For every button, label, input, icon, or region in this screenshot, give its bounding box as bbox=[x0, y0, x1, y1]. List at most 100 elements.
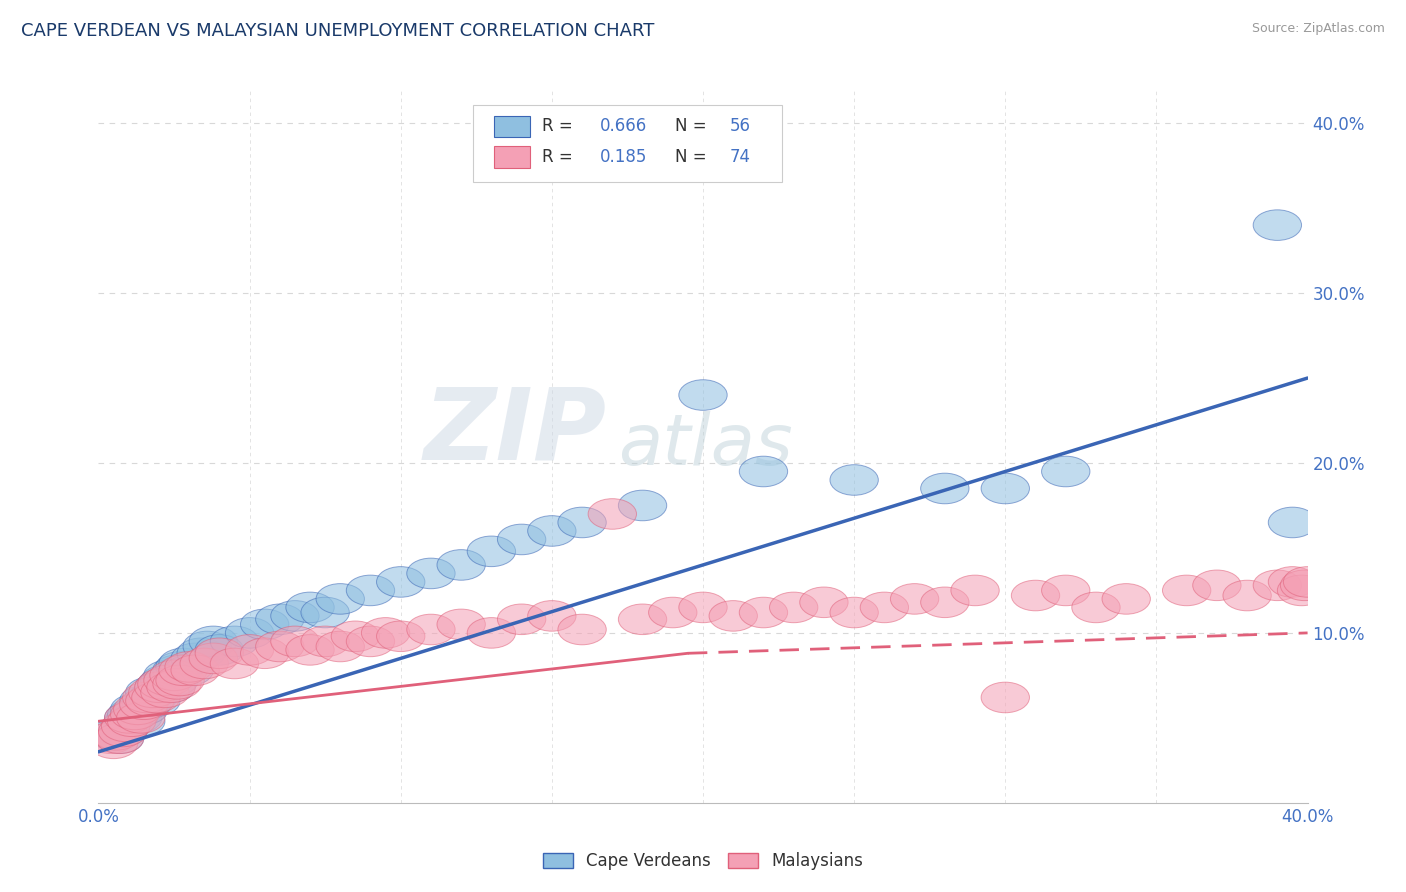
Ellipse shape bbox=[96, 723, 143, 754]
Ellipse shape bbox=[1268, 566, 1316, 598]
Ellipse shape bbox=[120, 689, 167, 720]
Ellipse shape bbox=[120, 694, 167, 724]
Ellipse shape bbox=[96, 723, 143, 754]
Ellipse shape bbox=[101, 711, 150, 741]
Ellipse shape bbox=[301, 626, 349, 657]
Ellipse shape bbox=[860, 592, 908, 623]
Ellipse shape bbox=[153, 655, 201, 686]
Ellipse shape bbox=[800, 587, 848, 617]
Ellipse shape bbox=[679, 380, 727, 410]
Ellipse shape bbox=[1278, 575, 1326, 606]
Ellipse shape bbox=[180, 648, 228, 679]
Ellipse shape bbox=[271, 600, 319, 632]
Ellipse shape bbox=[141, 677, 190, 707]
Ellipse shape bbox=[150, 660, 198, 690]
Ellipse shape bbox=[679, 592, 727, 623]
Ellipse shape bbox=[90, 728, 138, 758]
Ellipse shape bbox=[146, 672, 195, 703]
Ellipse shape bbox=[114, 703, 162, 733]
Ellipse shape bbox=[104, 703, 153, 733]
Text: R =: R = bbox=[543, 148, 578, 166]
Ellipse shape bbox=[98, 716, 146, 747]
Ellipse shape bbox=[1268, 508, 1316, 538]
Ellipse shape bbox=[1192, 570, 1241, 600]
Ellipse shape bbox=[285, 634, 335, 665]
Ellipse shape bbox=[211, 626, 259, 657]
Ellipse shape bbox=[981, 682, 1029, 713]
Text: ZIP: ZIP bbox=[423, 384, 606, 480]
Ellipse shape bbox=[172, 655, 219, 686]
Ellipse shape bbox=[981, 473, 1029, 504]
Text: R =: R = bbox=[543, 118, 578, 136]
Ellipse shape bbox=[406, 615, 456, 645]
Ellipse shape bbox=[921, 473, 969, 504]
Ellipse shape bbox=[165, 655, 214, 686]
Ellipse shape bbox=[346, 626, 395, 657]
Ellipse shape bbox=[190, 643, 238, 673]
Ellipse shape bbox=[498, 604, 546, 634]
Ellipse shape bbox=[498, 524, 546, 555]
Ellipse shape bbox=[122, 682, 172, 713]
Ellipse shape bbox=[890, 583, 939, 615]
Ellipse shape bbox=[111, 694, 159, 724]
Ellipse shape bbox=[558, 508, 606, 538]
Ellipse shape bbox=[256, 632, 304, 662]
Ellipse shape bbox=[1071, 592, 1121, 623]
Ellipse shape bbox=[1163, 575, 1211, 606]
Ellipse shape bbox=[125, 686, 174, 716]
Text: 0.185: 0.185 bbox=[600, 148, 648, 166]
Ellipse shape bbox=[740, 456, 787, 487]
Ellipse shape bbox=[467, 617, 516, 648]
Ellipse shape bbox=[316, 632, 364, 662]
Ellipse shape bbox=[1042, 456, 1090, 487]
Ellipse shape bbox=[240, 638, 288, 669]
Ellipse shape bbox=[1281, 570, 1329, 600]
Ellipse shape bbox=[740, 598, 787, 628]
Ellipse shape bbox=[588, 499, 637, 529]
Ellipse shape bbox=[159, 648, 207, 679]
Ellipse shape bbox=[172, 643, 219, 673]
Ellipse shape bbox=[467, 536, 516, 566]
Ellipse shape bbox=[527, 516, 576, 546]
Ellipse shape bbox=[114, 694, 162, 724]
Legend: Cape Verdeans, Malaysians: Cape Verdeans, Malaysians bbox=[536, 846, 870, 877]
Ellipse shape bbox=[830, 465, 879, 495]
Ellipse shape bbox=[111, 699, 159, 730]
Ellipse shape bbox=[527, 600, 576, 632]
Ellipse shape bbox=[90, 720, 138, 750]
Ellipse shape bbox=[104, 706, 153, 737]
Text: N =: N = bbox=[675, 148, 711, 166]
Ellipse shape bbox=[150, 665, 198, 696]
Ellipse shape bbox=[98, 716, 146, 747]
Ellipse shape bbox=[141, 665, 190, 696]
Ellipse shape bbox=[377, 566, 425, 598]
Ellipse shape bbox=[117, 703, 165, 733]
Ellipse shape bbox=[211, 648, 259, 679]
Ellipse shape bbox=[1223, 580, 1271, 611]
Ellipse shape bbox=[1284, 566, 1331, 598]
Ellipse shape bbox=[1042, 575, 1090, 606]
Ellipse shape bbox=[225, 634, 274, 665]
Ellipse shape bbox=[159, 655, 207, 686]
Ellipse shape bbox=[271, 626, 319, 657]
Ellipse shape bbox=[107, 706, 156, 737]
Ellipse shape bbox=[129, 682, 177, 713]
Ellipse shape bbox=[129, 677, 177, 707]
Ellipse shape bbox=[1253, 570, 1302, 600]
Text: 74: 74 bbox=[730, 148, 751, 166]
Text: atlas: atlas bbox=[619, 411, 793, 481]
Ellipse shape bbox=[1102, 583, 1150, 615]
Ellipse shape bbox=[1253, 210, 1302, 241]
Ellipse shape bbox=[1011, 580, 1060, 611]
FancyBboxPatch shape bbox=[494, 146, 530, 168]
Ellipse shape bbox=[950, 575, 1000, 606]
Ellipse shape bbox=[316, 583, 364, 615]
Text: CAPE VERDEAN VS MALAYSIAN UNEMPLOYMENT CORRELATION CHART: CAPE VERDEAN VS MALAYSIAN UNEMPLOYMENT C… bbox=[21, 22, 654, 40]
Ellipse shape bbox=[619, 604, 666, 634]
Ellipse shape bbox=[177, 638, 225, 669]
Ellipse shape bbox=[240, 609, 288, 640]
Ellipse shape bbox=[709, 600, 758, 632]
Ellipse shape bbox=[437, 549, 485, 580]
FancyBboxPatch shape bbox=[494, 116, 530, 137]
Ellipse shape bbox=[346, 575, 395, 606]
